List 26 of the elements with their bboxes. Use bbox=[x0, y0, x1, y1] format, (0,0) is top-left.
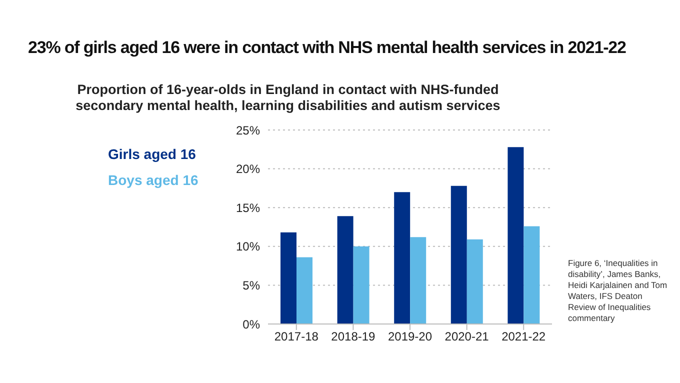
y-tick-label: 25% bbox=[236, 123, 260, 138]
bar bbox=[524, 226, 540, 324]
bar bbox=[337, 216, 354, 324]
y-tick-label: 10% bbox=[236, 240, 260, 254]
y-tick-label: 15% bbox=[236, 200, 260, 215]
bar bbox=[394, 192, 410, 324]
bar bbox=[508, 147, 524, 324]
x-tick-label: 2020-21 bbox=[444, 330, 490, 344]
y-tick-label: 0% bbox=[242, 317, 260, 332]
chart-subtitle: Proportion of 16-year-olds in England in contact with NHS-funded secondary mental health, learning disabilities and autism services bbox=[74, 82, 502, 114]
y-tick-label: 5% bbox=[242, 278, 260, 292]
x-tick-label: 2018-19 bbox=[331, 330, 376, 344]
x-tick-label: 2017-18 bbox=[274, 330, 319, 344]
x-tick-label: 2021-22 bbox=[502, 330, 546, 344]
chart-title: 23% of girls aged 16 were in contact with NHS mental health services in 2021-22 bbox=[28, 38, 626, 58]
x-tick-label: 2019-20 bbox=[388, 330, 432, 344]
text: Boys aged 16 bbox=[108, 172, 198, 188]
bar bbox=[280, 232, 296, 324]
bar bbox=[450, 186, 467, 324]
caption: Figure 6, ‘Inequalities in disability’, James Banks, Heidi Karjalainen and Tom Waters, IFS Deaton Review of Inequalities commentary bbox=[568, 258, 668, 324]
bar bbox=[410, 237, 426, 324]
text: Girls aged 16 bbox=[108, 146, 197, 162]
y-tick-label: 20% bbox=[236, 162, 260, 176]
bar bbox=[296, 257, 312, 324]
bar bbox=[466, 239, 483, 324]
bar bbox=[353, 246, 370, 324]
